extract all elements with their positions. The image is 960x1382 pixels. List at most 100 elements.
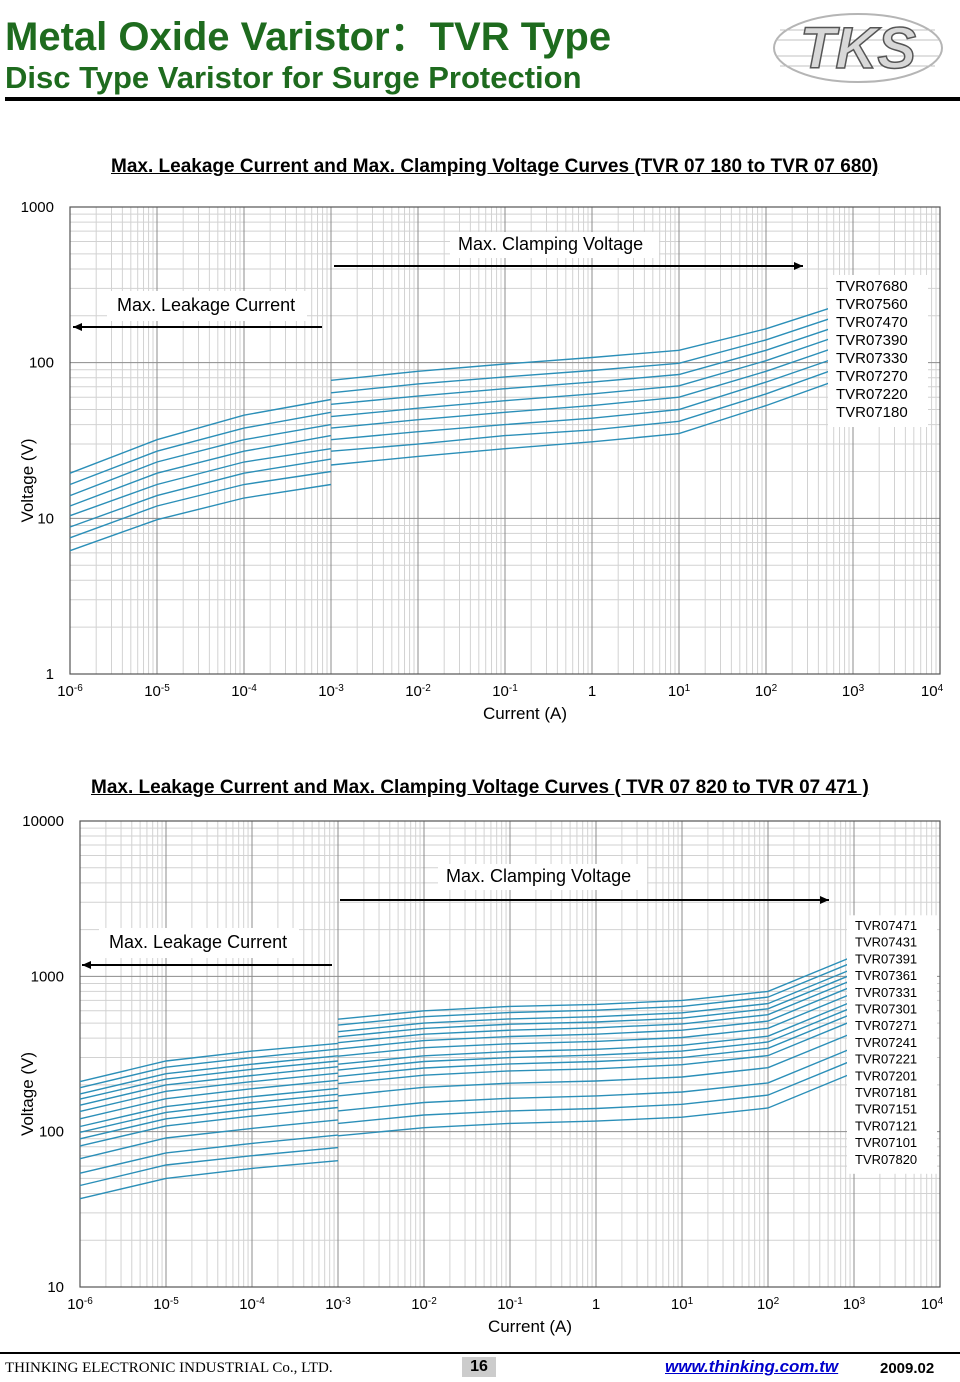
chart-2-x-tick-base: 10: [921, 1296, 938, 1313]
chart-2-x-tick-label: 1: [592, 1296, 600, 1313]
chart-1-x-tick-label: 101: [668, 683, 691, 701]
chart-2-x-tick-base: 10: [67, 1296, 84, 1313]
chart-1-x-tick-label: 103: [842, 683, 865, 701]
website-link[interactable]: www.thinking.com.tw: [665, 1357, 839, 1376]
chart-2-clamping-curve-TVR07201: [337, 1012, 855, 1078]
chart-2-clamping-curve-TVR07151: [337, 1031, 855, 1097]
chart-1-leakage-curve-TVR07330: [69, 448, 332, 517]
chart-2-clamping-curve-TVR07471: [337, 955, 855, 1020]
chart-2-clamping-curve-TVR07361: [337, 973, 855, 1038]
chart-2-legend-item: TVR07181: [855, 1085, 917, 1100]
chart-1-x-tick-base: 10: [842, 683, 859, 700]
chart-2-clamping-curve-TVR07331: [337, 978, 855, 1044]
chart-2-clamping-curve-TVR07820: [337, 1071, 855, 1137]
chart-1-clamping-curve-TVR07270: [330, 351, 854, 441]
chart-1-x-tick-base: 10: [144, 683, 161, 700]
chart-2-x-tick-base: 10: [671, 1296, 688, 1313]
chart-2-y-axis-label: Voltage (V): [18, 1052, 37, 1136]
chart-1-y-tick-label: 10: [37, 510, 54, 527]
chart-2-leakage-curve-TVR07151: [79, 1119, 339, 1160]
chart-1-leakage-curve-TVR07470: [69, 423, 332, 497]
chart-1-x-tick-base: 10: [405, 683, 422, 700]
footer-date: 2009.02: [880, 1360, 935, 1377]
chart-2-leakage-curve-TVR07391: [79, 1055, 339, 1095]
chart-1-x-tick-exponent: -1: [509, 683, 518, 694]
chart-1-x-tick-label: 104: [921, 683, 944, 701]
chart-2-x-tick-exponent: 4: [938, 1296, 944, 1307]
chart-2-y-tick-label: 1000: [31, 968, 64, 985]
chart-2-series: [79, 955, 855, 1200]
chart-1-x-tick-exponent: -2: [422, 683, 431, 694]
page-subtitle: Disc Type Varistor for Surge Protection: [5, 60, 582, 95]
chart-1-x-tick-base: 10: [318, 683, 335, 700]
chart-1-x-tick-base: 10: [231, 683, 248, 700]
chart-2-legend-item: TVR07331: [855, 985, 917, 1000]
footer-company: THINKING ELECTRONIC INDUSTRIAL Co., LTD.: [5, 1360, 333, 1376]
chart-2-legend-item: TVR07101: [855, 1135, 917, 1150]
chart-2-leakage-label-bg: [99, 928, 299, 958]
chart-1-y-tick-label: 100: [29, 355, 54, 372]
chart-2-clamping-label: Max. Clamping Voltage: [446, 866, 631, 886]
chart-1-clamping-curve-TVR07680: [330, 300, 854, 381]
chart-1-clamping-curve-TVR07180: [330, 373, 854, 466]
chart-2-x-tick-label: 10-6: [67, 1296, 93, 1314]
chart-1-x-tick-label: 102: [755, 683, 778, 701]
chart-2-title: Max. Leakage Current and Max. Clamping V…: [91, 777, 869, 798]
chart-2-leakage-label: Max. Leakage Current: [109, 932, 287, 952]
chart-2-legend-item: TVR07201: [855, 1068, 917, 1083]
chart-2-clamping-curve-TVR07121: [337, 1046, 855, 1112]
chart-2-leakage-curve-TVR07181: [79, 1106, 339, 1147]
header-rule: [5, 97, 960, 101]
chart-1-x-tick-base: 1: [588, 683, 596, 700]
chart-1-x-tick-label: 10-2: [405, 683, 431, 701]
chart-1-clamping-curve-TVR07560: [330, 310, 854, 394]
chart-2-x-tick-exponent: -4: [256, 1296, 265, 1307]
chart-2-legend-item: TVR07820: [855, 1152, 917, 1167]
chart-1-clamping-curve-TVR07470: [330, 320, 854, 405]
page-number: 16: [462, 1357, 496, 1377]
chart-2-leakage-arrow-head: [82, 961, 91, 969]
chart-2-legend-item: TVR07271: [855, 1018, 917, 1033]
chart-2-x-tick-base: 10: [325, 1296, 342, 1313]
chart-2-x-tick-exponent: -6: [84, 1296, 93, 1307]
chart-2-x-tick-base: 10: [239, 1296, 256, 1313]
chart-1-x-tick-exponent: -5: [161, 683, 170, 694]
footer-rule: [0, 1352, 960, 1354]
chart-2-legend-item: TVR07471: [855, 918, 917, 933]
chart-1-series: [69, 300, 854, 552]
chart-1-grid: [69, 206, 941, 675]
chart-1-x-axis-label: Current (A): [483, 704, 567, 723]
chart-1-clamping-label: Max. Clamping Voltage: [458, 234, 643, 254]
chart-1-leakage-curve-TVR07270: [69, 458, 332, 528]
chart-1-leakage-arrow-head: [73, 323, 82, 331]
chart-2-x-tick-exponent: -2: [428, 1296, 437, 1307]
chart-1-clamping-curve-TVR07330: [330, 340, 854, 429]
chart-1-legend-item: TVR07270: [836, 368, 908, 385]
chart-1-x-tick-exponent: 4: [938, 683, 944, 694]
chart-2-x-tick-exponent: -3: [342, 1296, 351, 1307]
chart-2-clamping-curve-TVR07241: [337, 1000, 855, 1065]
chart-2-leakage-curve-TVR07331: [79, 1066, 339, 1106]
chart-2-legend-item: TVR07221: [855, 1052, 917, 1067]
chart-2-clamping-curve-TVR07221: [337, 1006, 855, 1071]
chart-1-x-tick-exponent: -3: [335, 683, 344, 694]
chart-1-x-tick-label: 10-6: [57, 683, 83, 701]
chart-1-leakage-curve-TVR07220: [69, 470, 332, 539]
chart-2-legend-item: TVR07241: [855, 1035, 917, 1050]
chart-2-clamping-curve-TVR07181: [337, 1019, 855, 1085]
chart-1-legend-bg: [828, 275, 928, 427]
chart-1-x-tick-exponent: 1: [685, 683, 691, 694]
chart-1-leakage-curve-TVR07390: [69, 434, 332, 507]
chart-2-x-tick-label: 10-3: [325, 1296, 351, 1314]
chart-2-leakage-curve-TVR07121: [79, 1134, 339, 1174]
chart-1-leakage-curve-TVR07180: [69, 483, 332, 552]
chart-2-leakage-curve-TVR07271: [79, 1079, 339, 1120]
chart-1-y-tick-label: 1: [46, 666, 54, 683]
chart-2-grid: [79, 820, 941, 1288]
chart-1-legend-item: TVR07680: [836, 278, 908, 295]
chart-1-x-tick-exponent: 2: [772, 683, 778, 694]
chart-2-clamping-curve-TVR07101: [337, 1059, 855, 1125]
chart-2-x-tick-exponent: -1: [514, 1296, 523, 1307]
chart-2-y-tick-label: 100: [39, 1124, 64, 1141]
chart-2-x-tick-exponent: 3: [860, 1296, 866, 1307]
